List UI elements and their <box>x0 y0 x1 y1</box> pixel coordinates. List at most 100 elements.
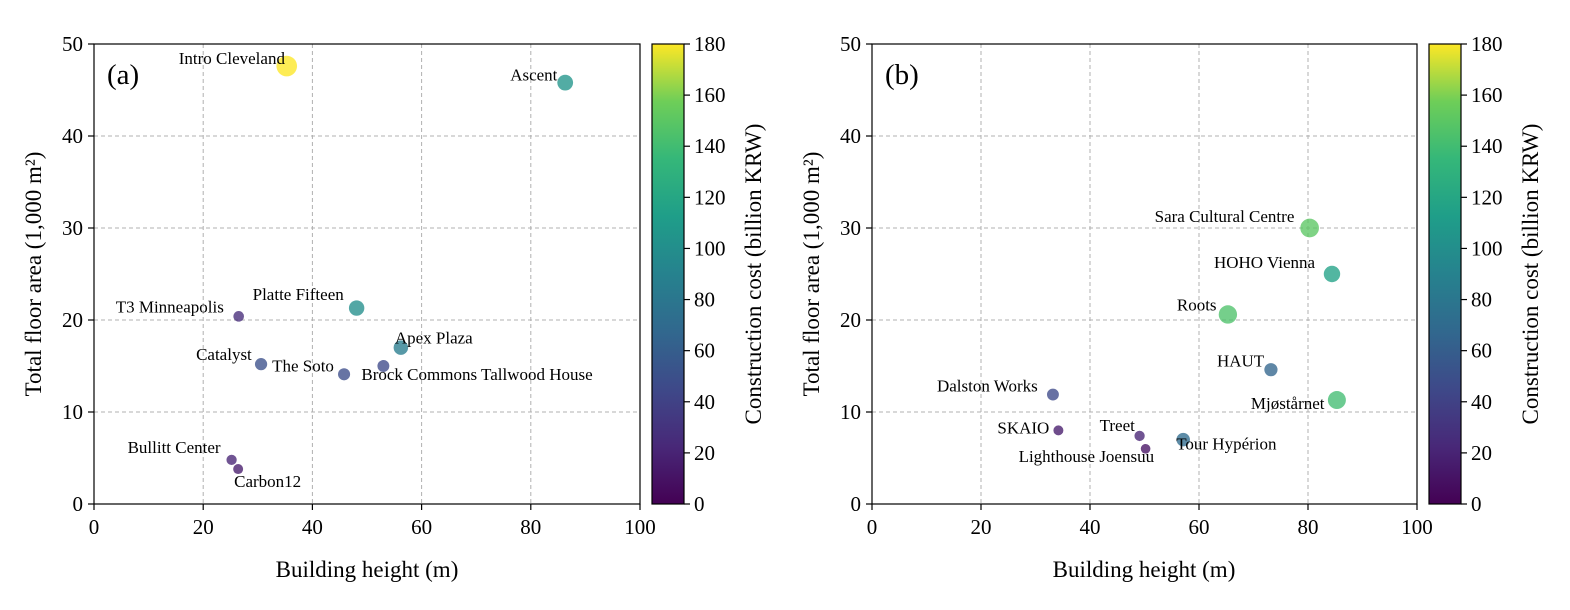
panel-a-x-tick-label-60: 60 <box>411 515 432 539</box>
panel-b-point-treet <box>1134 430 1145 442</box>
panel-b-colorbar-tick-label-120: 120 <box>1471 185 1503 209</box>
panel-a-y-tick-label-30: 30 <box>62 216 83 240</box>
panel-a-point-label-bullitt-center: Bullitt Center <box>128 438 221 457</box>
panel-a-point-catalyst <box>254 358 268 371</box>
panel-a-point-apex-plaza <box>393 340 409 355</box>
panel-b-point-lighthouse-joensuu <box>1140 443 1151 454</box>
panel-a-y-tick-label-40: 40 <box>62 124 83 148</box>
panel-a-point-intro-cleveland <box>276 55 298 77</box>
panel-b-point-sara-cultural-centre <box>1300 218 1319 238</box>
panel-a-point-label-the-soto: The Soto <box>272 356 334 375</box>
panel-b-x-tick-label-80: 80 <box>1298 515 1319 539</box>
panel-b-y-tick-label-0: 0 <box>851 492 862 516</box>
panel-a-colorbar-tick-label-140: 140 <box>694 134 726 158</box>
panel-a-x-tick-label-0: 0 <box>89 515 100 539</box>
panel-a: Intro Cleveland Ascent Platte Fifteen T3 Mi… <box>21 32 766 582</box>
panel-a-point-label-carbon12: Carbon12 <box>234 472 301 491</box>
panel-b: Sara Cultural Centre HOHO Vienna Roots HAUT… <box>799 32 1543 582</box>
panel-b-colorbar-tick-label-40: 40 <box>1471 390 1492 414</box>
panel-a-x-tick-label-100: 100 <box>624 515 656 539</box>
panel-b-colorbar-tick-label-160: 160 <box>1471 83 1503 107</box>
panel-b-point-hoho-vienna <box>1323 265 1341 283</box>
panel-a-colorbar-tick-label-0: 0 <box>694 492 705 516</box>
panel-a-colorbar-tick-label-80: 80 <box>694 288 715 312</box>
panel-a-point-label-brock-commons-tallwood-house: Brock Commons Tallwood House <box>361 365 592 384</box>
panel-b-point-label-dalston-works: Dalston Works <box>937 377 1038 396</box>
panel-b-colorbar-tick-label-0: 0 <box>1471 492 1482 516</box>
panel-b-point-label-mj-st-rnet: Mjøstårnet <box>1251 394 1325 413</box>
panel-a-point-label-t3-minneapolis: T3 Minneapolis <box>116 297 224 316</box>
panel-b-point-label-skaio: SKAIO <box>997 418 1049 437</box>
panel-b-y-tick-label-50: 50 <box>840 32 861 56</box>
panel-a-y-tick-label-10: 10 <box>62 400 83 424</box>
panel-b-x-tick-label-100: 100 <box>1401 515 1433 539</box>
panel-b-y-ticks: 0 10 20 30 40 50 <box>840 32 872 516</box>
panel-a-point-bullitt-center <box>226 454 237 465</box>
panel-a-points <box>226 55 574 475</box>
panel-b-x-tick-label-20: 20 <box>971 515 992 539</box>
panel-a-colorbar-frame <box>651 43 685 505</box>
panel-b-colorbar-tick-label-20: 20 <box>1471 441 1492 465</box>
panel-b-label: (b) <box>885 59 919 91</box>
panel-b-y-tick-label-20: 20 <box>840 308 861 332</box>
panel-b-x-axis-label: Building height (m) <box>1053 557 1236 582</box>
panel-a-label: (a) <box>107 59 139 91</box>
panel-b-x-tick-label-0: 0 <box>867 515 878 539</box>
panel-a-colorbar-tick-label-120: 120 <box>694 185 726 209</box>
panel-a-y-axis-label: Total floor area (1,000 m²) <box>21 152 46 397</box>
panel-b-points <box>1046 218 1346 454</box>
panel-a-colorbar-tick-label-100: 100 <box>694 236 726 260</box>
panel-a-y-tick-label-20: 20 <box>62 308 83 332</box>
panel-a-x-tick-label-80: 80 <box>520 515 541 539</box>
panel-b-point-skaio <box>1053 425 1064 436</box>
panel-a-plot-frame <box>93 43 641 505</box>
panel-b-point-label-tour-hyp-rion: Tour Hypérion <box>1176 435 1277 454</box>
panel-a-x-axis-label: Building height (m) <box>276 557 459 582</box>
panel-a-point-label-catalyst: Catalyst <box>196 345 252 364</box>
panel-b-point-label-roots: Roots <box>1177 295 1217 314</box>
panel-a-colorbar-label: Construction cost (billion KRW) <box>741 124 766 425</box>
panel-a-point-the-soto <box>338 368 351 381</box>
panel-a-colorbar-tick-label-180: 180 <box>694 32 726 56</box>
panel-b-y-tick-label-10: 10 <box>840 400 861 424</box>
panel-a-x-tick-label-20: 20 <box>193 515 214 539</box>
panel-b-point-dalston-works <box>1046 388 1059 401</box>
panel-b-x-tick-label-60: 60 <box>1189 515 1210 539</box>
panel-a-colorbar <box>652 44 684 504</box>
panel-a-point-label-platte-fifteen: Platte Fifteen <box>253 285 345 304</box>
panel-b-colorbar-label: Construction cost (billion KRW) <box>1518 124 1543 425</box>
panel-a-grid <box>94 44 640 504</box>
panel-a-colorbar-tick-label-40: 40 <box>694 390 715 414</box>
panel-b-x-tick-label-40: 40 <box>1080 515 1101 539</box>
panel-b-y-tick-label-30: 30 <box>840 216 861 240</box>
panel-b-colorbar-tick-label-60: 60 <box>1471 339 1492 363</box>
panel-b-x-ticks: 0 20 40 60 80 100 <box>867 504 1433 539</box>
panel-b-colorbar-ticks: 0 20 40 60 80 100 120 140 160 180 <box>1461 32 1503 516</box>
panel-b-point-tour-hyp-rion <box>1176 432 1190 447</box>
panel-a-y-tick-label-0: 0 <box>73 492 84 516</box>
panel-a-x-ticks: 0 20 40 60 80 100 <box>89 504 656 539</box>
panel-b-point-label-hoho-vienna: HOHO Vienna <box>1214 253 1316 272</box>
panel-b-point-label-lighthouse-joensuu: Lighthouse Joensuu <box>1019 447 1155 466</box>
panel-b-colorbar-tick-label-80: 80 <box>1471 288 1492 312</box>
panel-a-point-ascent <box>557 74 574 91</box>
panel-b-point-haut <box>1264 363 1278 377</box>
panel-a-point-label-apex-plaza: Apex Plaza <box>395 329 473 348</box>
panel-b-point-label-treet: Treet <box>1100 416 1136 435</box>
panel-b-colorbar-tick-label-100: 100 <box>1471 236 1503 260</box>
panel-a-x-tick-label-40: 40 <box>302 515 323 539</box>
panel-b-y-axis-label: Total floor area (1,000 m²) <box>799 152 824 397</box>
panel-a-point-label-intro-cleveland: Intro Cleveland <box>179 49 286 68</box>
panel-b-colorbar-frame <box>1428 43 1462 505</box>
panel-b-point-label-haut: HAUT <box>1217 352 1265 371</box>
panel-b-plot-frame <box>871 43 1418 505</box>
panel-b-colorbar <box>1429 44 1461 504</box>
panel-a-point-carbon12 <box>233 464 244 475</box>
panel-b-colorbar-tick-label-180: 180 <box>1471 32 1503 56</box>
panel-a-colorbar-ticks: 0 20 40 60 80 100 120 140 160 180 <box>684 32 726 516</box>
panel-b-colorbar-tick-label-140: 140 <box>1471 134 1503 158</box>
panel-a-point-label-ascent: Ascent <box>510 66 557 85</box>
panel-a-colorbar-tick-label-20: 20 <box>694 441 715 465</box>
panel-a-point-t3-minneapolis <box>233 311 244 322</box>
